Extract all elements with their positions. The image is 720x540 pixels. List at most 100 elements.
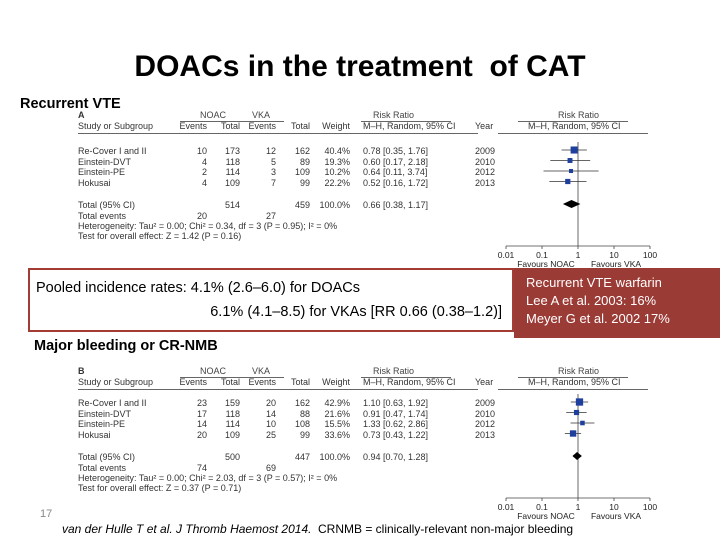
study-point: [565, 178, 571, 185]
header-vka: VKA: [252, 110, 271, 120]
warfarin-line-2: Meyer G et al. 2002 17%: [526, 311, 670, 326]
overall-effect-text: Test for overall effect: Z = 0.37 (P = 0…: [78, 483, 242, 493]
vka-total: 109: [294, 167, 310, 177]
study-name: Einstein-PE: [78, 167, 126, 177]
header-underline-vka: [230, 377, 284, 378]
vka-total: 99: [299, 177, 310, 188]
header-underline-noac: [180, 121, 234, 122]
vka-total: 88: [299, 408, 310, 419]
total-events-noac: 74: [196, 463, 207, 473]
study-risk-ratio: 0.60 [0.17, 2.18]: [363, 156, 429, 167]
x-tick-label: 1: [576, 502, 581, 512]
noac-events: 4: [201, 177, 207, 188]
vka-events: 7: [270, 177, 276, 188]
overall-effect-text: Test for overall effect: Z = 1.42 (P = 0…: [78, 231, 242, 241]
study-year: 2009: [475, 146, 496, 156]
study-weight: 22.2%: [324, 177, 350, 188]
noac-events: 20: [196, 429, 207, 440]
x-tick-label: 100: [643, 502, 657, 512]
heterogeneity-text: Heterogeneity: Tau² = 0.00; Chi² = 0.34,…: [78, 221, 338, 231]
header-underline-rr-plot: [518, 377, 628, 378]
header-underline-vka: [230, 121, 284, 122]
study-risk-ratio: 0.64 [0.11, 3.74]: [363, 167, 428, 177]
study-point: [570, 146, 578, 154]
study-point: [580, 420, 585, 426]
study-weight: 33.6%: [324, 429, 350, 440]
favours-noac-label: Favours NOAC: [517, 511, 575, 520]
citation: van der Hulle T et al. J Thromb Haemost …: [62, 522, 312, 536]
header-noac-total: Total: [220, 121, 240, 131]
noac-total: 109: [224, 429, 240, 440]
noac-events: 4: [201, 156, 207, 167]
study-name: Re-Cover I and II: [78, 398, 147, 408]
study-point: [569, 430, 577, 437]
study-year: 2013: [475, 429, 496, 440]
study-weight: 10.2%: [324, 167, 350, 177]
header-noac-events: Events: [179, 377, 207, 387]
total-label: Total (95% CI): [78, 452, 136, 462]
pooled-line-2: 6.1% (4.1–8.5) for VKAs [RR 0.66 (0.38–1…: [210, 304, 502, 320]
favours-vka-label: Favours VKA: [591, 259, 641, 268]
total-noac: 500: [224, 452, 240, 462]
total-label: Total (95% CI): [78, 200, 136, 210]
favours-noac-label: Favours NOAC: [517, 259, 575, 268]
total-risk-ratio: 0.94 [0.70, 1.28]: [363, 452, 429, 462]
study-weight: 21.6%: [324, 408, 350, 419]
study-point: [567, 158, 573, 163]
study-name: Hokusai: [78, 177, 111, 188]
noac-total: 118: [225, 408, 240, 419]
header-rule-plot: [498, 389, 648, 390]
warfarin-heading: Recurrent VTE warfarin: [526, 275, 662, 290]
header-vka: VKA: [252, 366, 271, 376]
header-vka-total: Total: [290, 377, 310, 387]
x-tick-label: 10: [609, 502, 619, 512]
study-name: Re-Cover I and II: [78, 146, 147, 156]
study-risk-ratio: 1.10 [0.63, 1.92]: [363, 398, 429, 408]
total-weight: 100.0%: [319, 452, 350, 462]
vka-total: 162: [294, 146, 310, 156]
study-weight: 19.3%: [324, 156, 350, 167]
abbreviation-note: CRNMB = clinically-relevant non-major bl…: [318, 522, 574, 536]
total-risk-ratio: 0.66 [0.38, 1.17]: [363, 200, 429, 210]
noac-total: 173: [224, 146, 240, 156]
total-diamond: [562, 200, 581, 208]
vka-total: 89: [299, 156, 310, 167]
header-rule-plot: [498, 133, 648, 134]
study-point: [569, 168, 574, 174]
vka-total: 99: [299, 429, 310, 440]
study-weight: 15.5%: [324, 419, 350, 429]
vka-events: 10: [265, 419, 276, 429]
total-vka: 447: [294, 452, 310, 462]
section-label-bleeding: Major bleeding or CR-NMB: [34, 338, 218, 354]
vka-total: 108: [294, 419, 310, 429]
total-events-label: Total events: [78, 463, 127, 473]
study-risk-ratio: 1.33 [0.62, 2.86]: [363, 419, 429, 429]
study-name: Hokusai: [78, 429, 111, 440]
noac-total: 114: [225, 419, 240, 429]
noac-total: 109: [224, 177, 240, 188]
header-risk-ratio: Risk Ratio: [373, 366, 415, 376]
header-mh: M–H, Random, 95% CI: [363, 121, 456, 131]
header-year: Year: [475, 121, 494, 131]
header-mh-plot: M–H, Random, 95% CI: [528, 121, 621, 131]
study-weight: 42.9%: [324, 398, 350, 408]
total-diamond: [572, 452, 582, 460]
vka-events: 3: [270, 167, 276, 177]
header-underline-rr: [361, 121, 451, 122]
header-underline-rr: [361, 377, 451, 378]
study-risk-ratio: 0.73 [0.43, 1.22]: [363, 429, 429, 440]
vka-events: 5: [270, 156, 276, 167]
total-events-noac: 20: [196, 211, 207, 221]
study-year: 2010: [475, 408, 496, 419]
study-risk-ratio: 0.91 [0.47, 1.74]: [363, 408, 429, 419]
panel-letter-a: A: [78, 110, 85, 120]
x-tick-label: 0.1: [536, 250, 548, 260]
header-underline-rr-plot: [518, 121, 628, 122]
study-risk-ratio: 0.52 [0.16, 1.72]: [363, 177, 429, 188]
header-study: Study or Subgroup: [78, 377, 154, 387]
noac-events: 2: [201, 167, 207, 177]
vka-events: 25: [265, 429, 276, 440]
header-risk-ratio-plot: Risk Ratio: [558, 110, 600, 120]
header-risk-ratio: Risk Ratio: [373, 110, 415, 120]
section-label-vte: Recurrent VTE: [20, 96, 121, 112]
